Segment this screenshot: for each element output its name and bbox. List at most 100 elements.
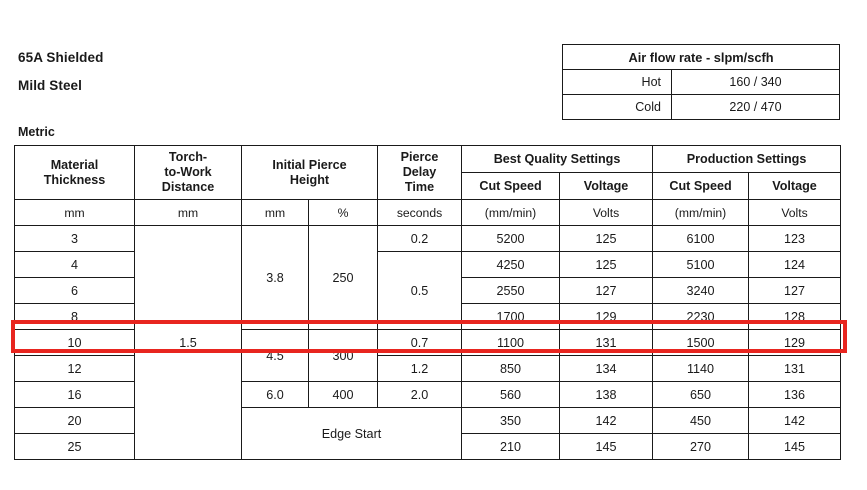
cut-chart-container: Material Thickness Torch- to-Work Distan… bbox=[14, 145, 842, 460]
header-row-subheaders: Cut Speed Voltage Cut Speed Voltage bbox=[15, 172, 842, 200]
header-best-quality-voltage: Voltage bbox=[559, 172, 654, 200]
unit-production-cut-speed: (mm/min) bbox=[652, 199, 750, 226]
table-row: 16 6.0 400 2.0 560 138 650 136 bbox=[14, 381, 842, 408]
spec-title-block: 65A Shielded Mild Steel bbox=[18, 44, 103, 100]
air-flow-rate-table: Air flow rate - slpm/scfh Hot 160 / 340 … bbox=[562, 44, 840, 120]
cell-thickness: 12 bbox=[14, 355, 135, 382]
cell-best-quality-voltage: 127 bbox=[559, 277, 654, 304]
unit-best-quality-voltage: Volts bbox=[559, 199, 654, 226]
units-row: mm mm mm % seconds (mm/min) Volts (mm/mi… bbox=[14, 199, 842, 226]
cell-best-quality-cut-speed: 560 bbox=[461, 381, 561, 408]
cell-production-cut-speed: 5100 bbox=[652, 251, 750, 278]
cell-thickness: 3 bbox=[14, 225, 135, 252]
air-flow-label-hot: Hot bbox=[562, 69, 672, 95]
spec-title-line-2: Mild Steel bbox=[18, 78, 83, 93]
air-flow-value-hot: 160 / 340 bbox=[671, 69, 840, 95]
header-torch-to-work-line-1: Torch- bbox=[168, 150, 208, 164]
header-best-quality-cut-speed: Cut Speed bbox=[461, 172, 561, 200]
unit-best-quality-cut-speed: (mm/min) bbox=[461, 199, 561, 226]
cell-best-quality-voltage: 142 bbox=[559, 407, 654, 434]
cell-best-quality-cut-speed: 850 bbox=[461, 355, 561, 382]
cell-initial-pierce-height-percent: 300 bbox=[307, 329, 379, 382]
cell-best-quality-voltage: 134 bbox=[559, 355, 654, 382]
air-flow-label-cold: Cold bbox=[562, 94, 672, 120]
cell-production-voltage: 128 bbox=[748, 303, 842, 330]
header-best-quality-settings: Best Quality Settings bbox=[461, 145, 654, 173]
unit-torch-to-work: mm bbox=[134, 199, 242, 226]
cell-production-cut-speed: 450 bbox=[652, 407, 750, 434]
cell-production-voltage: 124 bbox=[748, 251, 842, 278]
cell-best-quality-cut-speed: 2550 bbox=[461, 277, 561, 304]
header-production-settings: Production Settings bbox=[652, 145, 842, 173]
cell-initial-pierce-height-percent: 250 bbox=[307, 225, 379, 330]
header-torch-to-work-line-2: to-Work bbox=[164, 165, 212, 179]
cell-thickness: 4 bbox=[14, 251, 135, 278]
cell-thickness: 10 bbox=[14, 329, 135, 356]
cell-best-quality-cut-speed: 1100 bbox=[461, 329, 561, 356]
table-row: 25 210 145 270 145 bbox=[14, 433, 842, 460]
cell-production-cut-speed: 2230 bbox=[652, 303, 750, 330]
table-row: 4 0.5 4250 125 5100 124 bbox=[14, 251, 842, 330]
cell-initial-pierce-height-mm: 3.8 bbox=[241, 225, 309, 330]
header-row-groups: Material Thickness Torch- to-Work Distan… bbox=[14, 145, 842, 200]
header-initial-pierce-height-line-2: Height bbox=[289, 172, 330, 187]
air-flow-row-hot: Hot 160 / 340 bbox=[562, 69, 840, 95]
table-row-highlighted: 8 1700 129 2230 128 bbox=[14, 303, 842, 330]
header-production-cut-speed: Cut Speed bbox=[652, 172, 750, 200]
cell-best-quality-voltage: 129 bbox=[559, 303, 654, 330]
cell-production-cut-speed: 1140 bbox=[652, 355, 750, 382]
header-pierce-delay-line-2: Delay bbox=[402, 165, 437, 179]
cell-best-quality-cut-speed: 350 bbox=[461, 407, 561, 434]
metric-caption: Metric bbox=[18, 125, 55, 139]
cell-edge-start: Edge Start bbox=[240, 407, 463, 460]
cell-pierce-delay: 1.2 bbox=[377, 355, 463, 382]
cell-best-quality-voltage: 125 bbox=[559, 251, 654, 278]
cell-best-quality-cut-speed: 210 bbox=[461, 433, 561, 460]
cell-production-voltage: 142 bbox=[748, 407, 842, 434]
header-pierce-delay-time: Pierce Delay Time bbox=[377, 145, 463, 200]
cell-production-cut-speed: 3240 bbox=[652, 277, 750, 304]
header-material-thickness: Material Thickness bbox=[14, 145, 135, 200]
cell-best-quality-voltage: 145 bbox=[559, 433, 654, 460]
header-production-voltage: Voltage bbox=[748, 172, 842, 200]
unit-iph-percent: % bbox=[307, 199, 379, 226]
cell-thickness: 16 bbox=[14, 381, 135, 408]
cell-production-voltage: 129 bbox=[748, 329, 842, 356]
air-flow-value-cold: 220 / 470 bbox=[671, 94, 840, 120]
cell-pierce-delay: 0.7 bbox=[377, 329, 463, 356]
cell-production-cut-speed: 650 bbox=[652, 381, 750, 408]
cell-thickness: 25 bbox=[14, 433, 135, 460]
cell-production-voltage: 127 bbox=[748, 277, 842, 304]
cell-production-voltage: 136 bbox=[748, 381, 842, 408]
unit-pierce-delay: seconds bbox=[377, 199, 463, 226]
cell-best-quality-voltage: 131 bbox=[559, 329, 654, 356]
cell-pierce-delay: 0.5 bbox=[377, 251, 463, 330]
cell-initial-pierce-height-mm: 4.5 bbox=[241, 329, 309, 382]
cell-thickness: 6 bbox=[14, 277, 135, 304]
cell-best-quality-voltage: 125 bbox=[559, 225, 654, 252]
cell-initial-pierce-height-mm: 6.0 bbox=[241, 381, 309, 408]
header-pierce-delay-line-1: Pierce bbox=[400, 150, 439, 164]
cell-thickness: 8 bbox=[14, 303, 135, 330]
header-material-thickness-line-1: Material bbox=[50, 157, 99, 172]
cell-best-quality-cut-speed: 1700 bbox=[461, 303, 561, 330]
air-flow-header-row: Air flow rate - slpm/scfh bbox=[562, 44, 840, 70]
cell-torch-to-work-distance: 1.5 bbox=[134, 225, 242, 460]
cell-best-quality-voltage: 138 bbox=[559, 381, 654, 408]
cell-production-voltage: 131 bbox=[748, 355, 842, 382]
cut-chart-table: Material Thickness Torch- to-Work Distan… bbox=[14, 145, 842, 460]
air-flow-title: Air flow rate - slpm/scfh bbox=[562, 44, 840, 70]
unit-production-voltage: Volts bbox=[748, 199, 842, 226]
header-initial-pierce-height-line-1: Initial Pierce bbox=[272, 157, 347, 172]
cell-pierce-delay: 0.2 bbox=[377, 225, 463, 252]
cell-production-voltage: 145 bbox=[748, 433, 842, 460]
unit-thickness: mm bbox=[14, 199, 135, 226]
cell-best-quality-cut-speed: 5200 bbox=[461, 225, 561, 252]
header-torch-to-work-line-3: Distance bbox=[161, 180, 215, 194]
header-pierce-delay-line-3: Time bbox=[404, 180, 435, 194]
table-row: 3 1.5 3.8 250 0.2 5200 125 6100 123 bbox=[14, 225, 842, 460]
spec-title-line-1: 65A Shielded bbox=[18, 50, 104, 65]
cell-production-cut-speed: 270 bbox=[652, 433, 750, 460]
cell-production-cut-speed: 6100 bbox=[652, 225, 750, 252]
header-torch-to-work-distance: Torch- to-Work Distance bbox=[134, 145, 242, 200]
